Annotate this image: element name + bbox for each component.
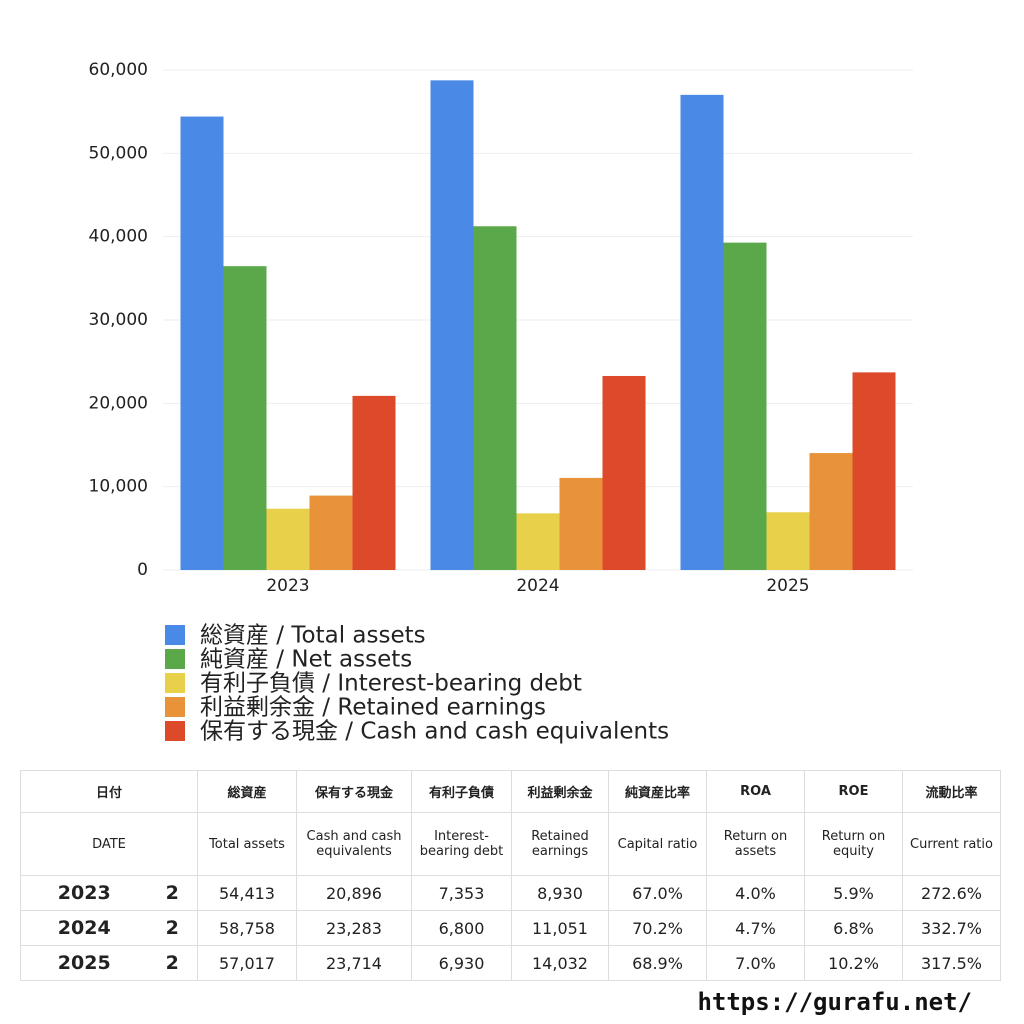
table-cell: 272.6% [902, 875, 1001, 911]
bar [766, 512, 810, 570]
table-cell: 2024 [20, 910, 148, 946]
data-row: 2024 2 58,758 23,283 6,800 11,051 70.2% 4.7% 6.8… [20, 910, 1001, 946]
bar [266, 508, 310, 570]
bar [430, 80, 474, 570]
header-cell: Total assets [197, 812, 297, 876]
table-cell: 6,800 [411, 910, 512, 946]
legend-swatch [165, 625, 185, 645]
bar [223, 266, 267, 570]
table-cell: 8,930 [511, 875, 609, 911]
bar [473, 226, 517, 570]
table-cell: 70.2% [608, 910, 707, 946]
header-cell: 純資産比率 [608, 770, 707, 813]
header-cell: 利益剰余金 [511, 770, 609, 813]
header-cell: 日付 [20, 770, 198, 813]
bar [180, 116, 224, 570]
header-cell: Return on equity [804, 812, 903, 876]
header-cell: Capital ratio [608, 812, 707, 876]
table-cell: 23,714 [296, 945, 412, 981]
bar [559, 477, 603, 570]
y-tick-label: 10,000 [89, 477, 148, 497]
table-cell: 4.0% [706, 875, 805, 911]
table-cell: 23,283 [296, 910, 412, 946]
table-cell: 7.0% [706, 945, 805, 981]
table-cell: 2 [147, 945, 198, 981]
legend-label: 利益剰余金 / Retained earnings [200, 695, 546, 721]
y-tick-label: 40,000 [89, 227, 148, 247]
table-cell: 6,930 [411, 945, 512, 981]
header-cell: ROE [804, 770, 903, 813]
legend-swatch [165, 721, 185, 741]
bar [723, 242, 767, 570]
data-table: 日付 総資産 保有する現金 有利子負債 利益剰余金 純資産比率 ROA ROE 流動比率 DATE… [20, 770, 1001, 981]
bar [352, 395, 396, 570]
legend-label: 保有する現金 / Cash and cash equivalents [200, 719, 669, 745]
bar [309, 495, 353, 570]
y-tick-label: 20,000 [89, 393, 148, 413]
header-cell: Return on assets [706, 812, 805, 876]
header-cell: Retained earnings [511, 812, 609, 876]
legend-swatch [165, 673, 185, 693]
y-tick-label: 30,000 [89, 310, 148, 330]
table-cell: 2023 [20, 875, 148, 911]
x-tick-label: 2023 [266, 576, 309, 596]
table-cell: 4.7% [706, 910, 805, 946]
header-cell: 総資産 [197, 770, 297, 813]
legend-label: 総資産 / Total assets [200, 623, 426, 649]
table-cell: 2 [147, 910, 198, 946]
table-cell: 20,896 [296, 875, 412, 911]
table-cell: 57,017 [197, 945, 297, 981]
header-row: DATE Total assets Cash and cash equivalent… [20, 812, 1001, 876]
y-tick-label: 0 [137, 560, 148, 580]
footer-url: https://gurafu.net/ [697, 988, 972, 1016]
table-cell: 11,051 [511, 910, 609, 946]
table-cell: 7,353 [411, 875, 512, 911]
header-cell: Interest-bearing debt [411, 812, 512, 876]
table-cell: 10.2% [804, 945, 903, 981]
header-cell: 保有する現金 [296, 770, 412, 813]
table-cell: 14,032 [511, 945, 609, 981]
bar [516, 513, 560, 570]
header-cell: ROA [706, 770, 805, 813]
header-cell: DATE [20, 812, 198, 876]
legend-swatch [165, 697, 185, 717]
x-tick-label: 2025 [766, 576, 809, 596]
bar [809, 453, 853, 570]
table-cell: 317.5% [902, 945, 1001, 981]
bar [852, 372, 896, 570]
header-cell: Cash and cash equivalents [296, 812, 412, 876]
bar [680, 94, 724, 570]
table-cell: 54,413 [197, 875, 297, 911]
legend-label: 純資産 / Net assets [200, 647, 412, 673]
table-cell: 58,758 [197, 910, 297, 946]
table-cell: 2 [147, 875, 198, 911]
header-cell: 流動比率 [902, 770, 1001, 813]
table-cell: 5.9% [804, 875, 903, 911]
bar [602, 375, 646, 570]
header-cell: 有利子負債 [411, 770, 512, 813]
header-row: 日付 総資産 保有する現金 有利子負債 利益剰余金 純資産比率 ROA ROE 流動比率 [20, 770, 1001, 813]
table-cell: 332.7% [902, 910, 1001, 946]
table-cell: 67.0% [608, 875, 707, 911]
data-row: 2025 2 57,017 23,714 6,930 14,032 68.9% 7.0% 10.… [20, 945, 1001, 981]
table-cell: 2025 [20, 945, 148, 981]
y-tick-label: 60,000 [89, 60, 148, 80]
legend-swatch [165, 649, 185, 669]
legend-label: 有利子負債 / Interest-bearing debt [200, 671, 582, 697]
chart: 0 10,000 20,000 30,000 40,000 50,000 60,000 202… [89, 60, 913, 745]
header-cell: Current ratio [902, 812, 1001, 876]
table-cell: 6.8% [804, 910, 903, 946]
table-cell: 68.9% [608, 945, 707, 981]
y-tick-label: 50,000 [89, 143, 148, 163]
data-row: 2023 2 54,413 20,896 7,353 8,930 67.0% 4.0% 5.9%… [20, 875, 1001, 911]
x-tick-label: 2024 [516, 576, 559, 596]
